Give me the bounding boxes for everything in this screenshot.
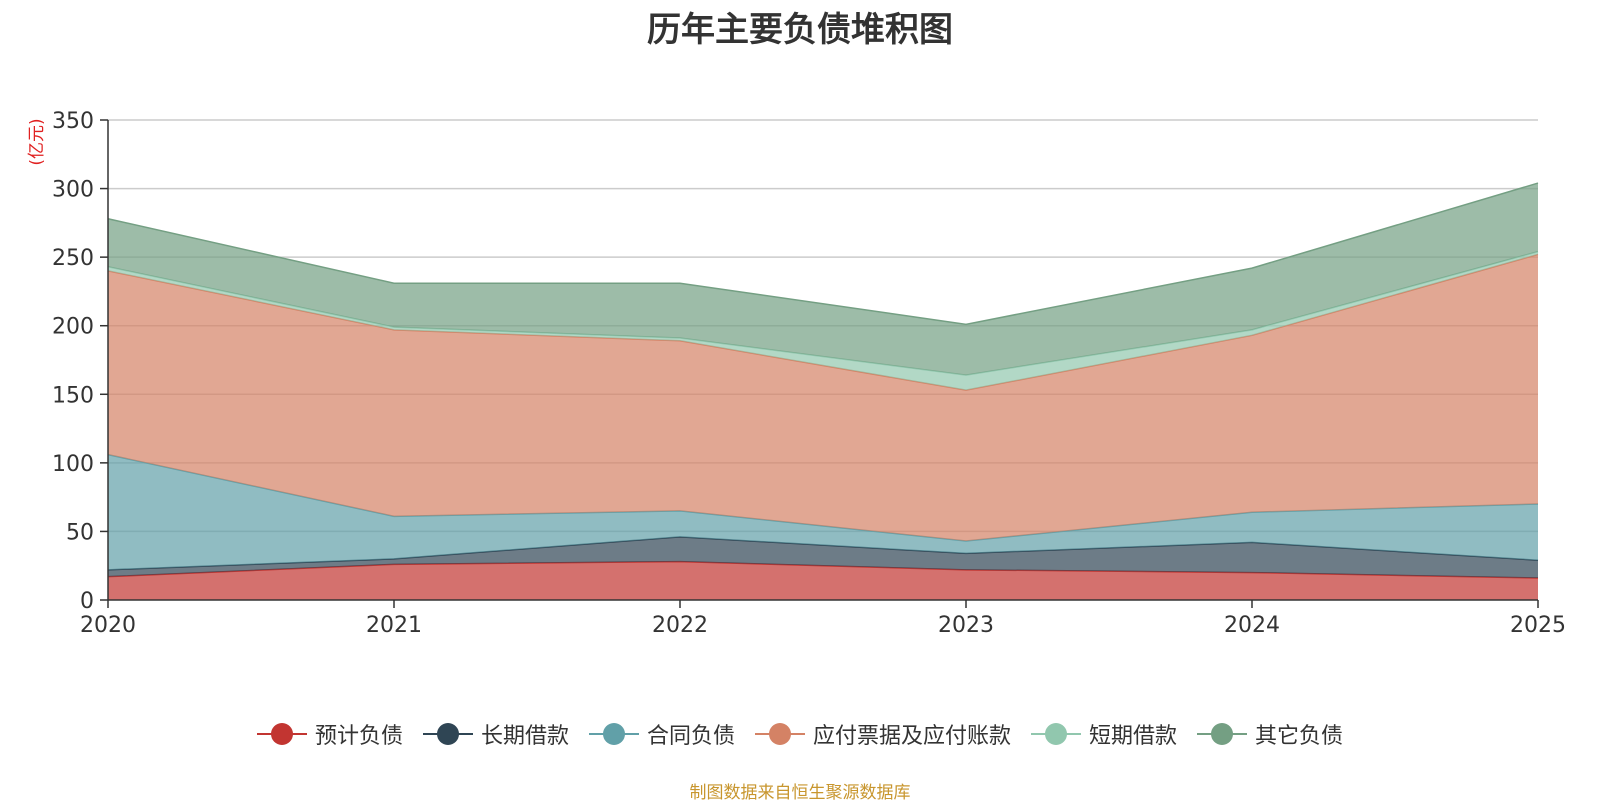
legend-marker-icon: [1197, 722, 1248, 746]
area-series-预计负债[interactable]: [108, 561, 1538, 600]
legend-item[interactable]: 短期借款: [1031, 718, 1177, 750]
x-tick-label: 2021: [366, 613, 422, 638]
x-tick-label: 2024: [1224, 613, 1280, 638]
series-line-短期借款: [107, 250, 1539, 376]
legend-label: 预计负债: [314, 724, 403, 749]
legend-item[interactable]: 其它负债: [1197, 718, 1343, 750]
x-tick-label: 2025: [1510, 613, 1566, 638]
y-tick-label: 250: [52, 246, 94, 271]
y-tick-label: 200: [52, 315, 94, 340]
x-tick-label: 2022: [652, 613, 708, 638]
area-series-长期借款[interactable]: [108, 536, 1538, 579]
y-tick-label: 0: [80, 589, 94, 614]
y-tick-label: 100: [52, 452, 94, 477]
series-line-合同负债: [107, 453, 1539, 542]
legend-item[interactable]: 预计负债: [256, 718, 403, 750]
y-tick-label: 150: [52, 383, 94, 408]
x-tick-label: 2023: [938, 613, 994, 638]
series-line-其它负债: [107, 182, 1539, 326]
legend: 预计负债 长期借款 合同负债 应付票据及应付账款 短期借款 其它负债: [0, 718, 1600, 750]
chart-title: 历年主要负债堆积图: [647, 10, 953, 50]
legend-item[interactable]: 长期借款: [422, 718, 569, 750]
legend-label: 长期借款: [480, 724, 569, 749]
legend-marker-icon: [1031, 722, 1082, 746]
area-series-合同负债[interactable]: [108, 454, 1538, 570]
y-tick-label: 350: [52, 109, 94, 134]
x-tick-label: 2020: [80, 613, 136, 638]
legend-marker-icon: [422, 722, 473, 746]
area-series-应付票据及应付账款[interactable]: [108, 254, 1538, 542]
legend-label: 其它负债: [1255, 724, 1344, 749]
legend-label: 应付票据及应付账款: [813, 724, 1012, 749]
legend-marker-icon: [755, 722, 805, 746]
legend-item[interactable]: 应付票据及应付账款: [755, 718, 1011, 750]
y-tick-label: 50: [66, 520, 94, 545]
legend-marker-icon: [256, 722, 307, 746]
area-series-短期借款[interactable]: [108, 251, 1538, 391]
legend-label: 合同负债: [646, 724, 735, 749]
legend-item[interactable]: 合同负债: [588, 718, 735, 750]
area-series-其它负债[interactable]: [108, 183, 1538, 376]
y-axis-unit-label: (亿元): [27, 118, 47, 165]
legend-label: 短期借款: [1089, 724, 1178, 749]
legend-marker-icon: [588, 722, 639, 746]
data-source-note: 制图数据来自恒生聚源数据库: [689, 783, 911, 803]
y-tick-label: 300: [52, 178, 94, 203]
